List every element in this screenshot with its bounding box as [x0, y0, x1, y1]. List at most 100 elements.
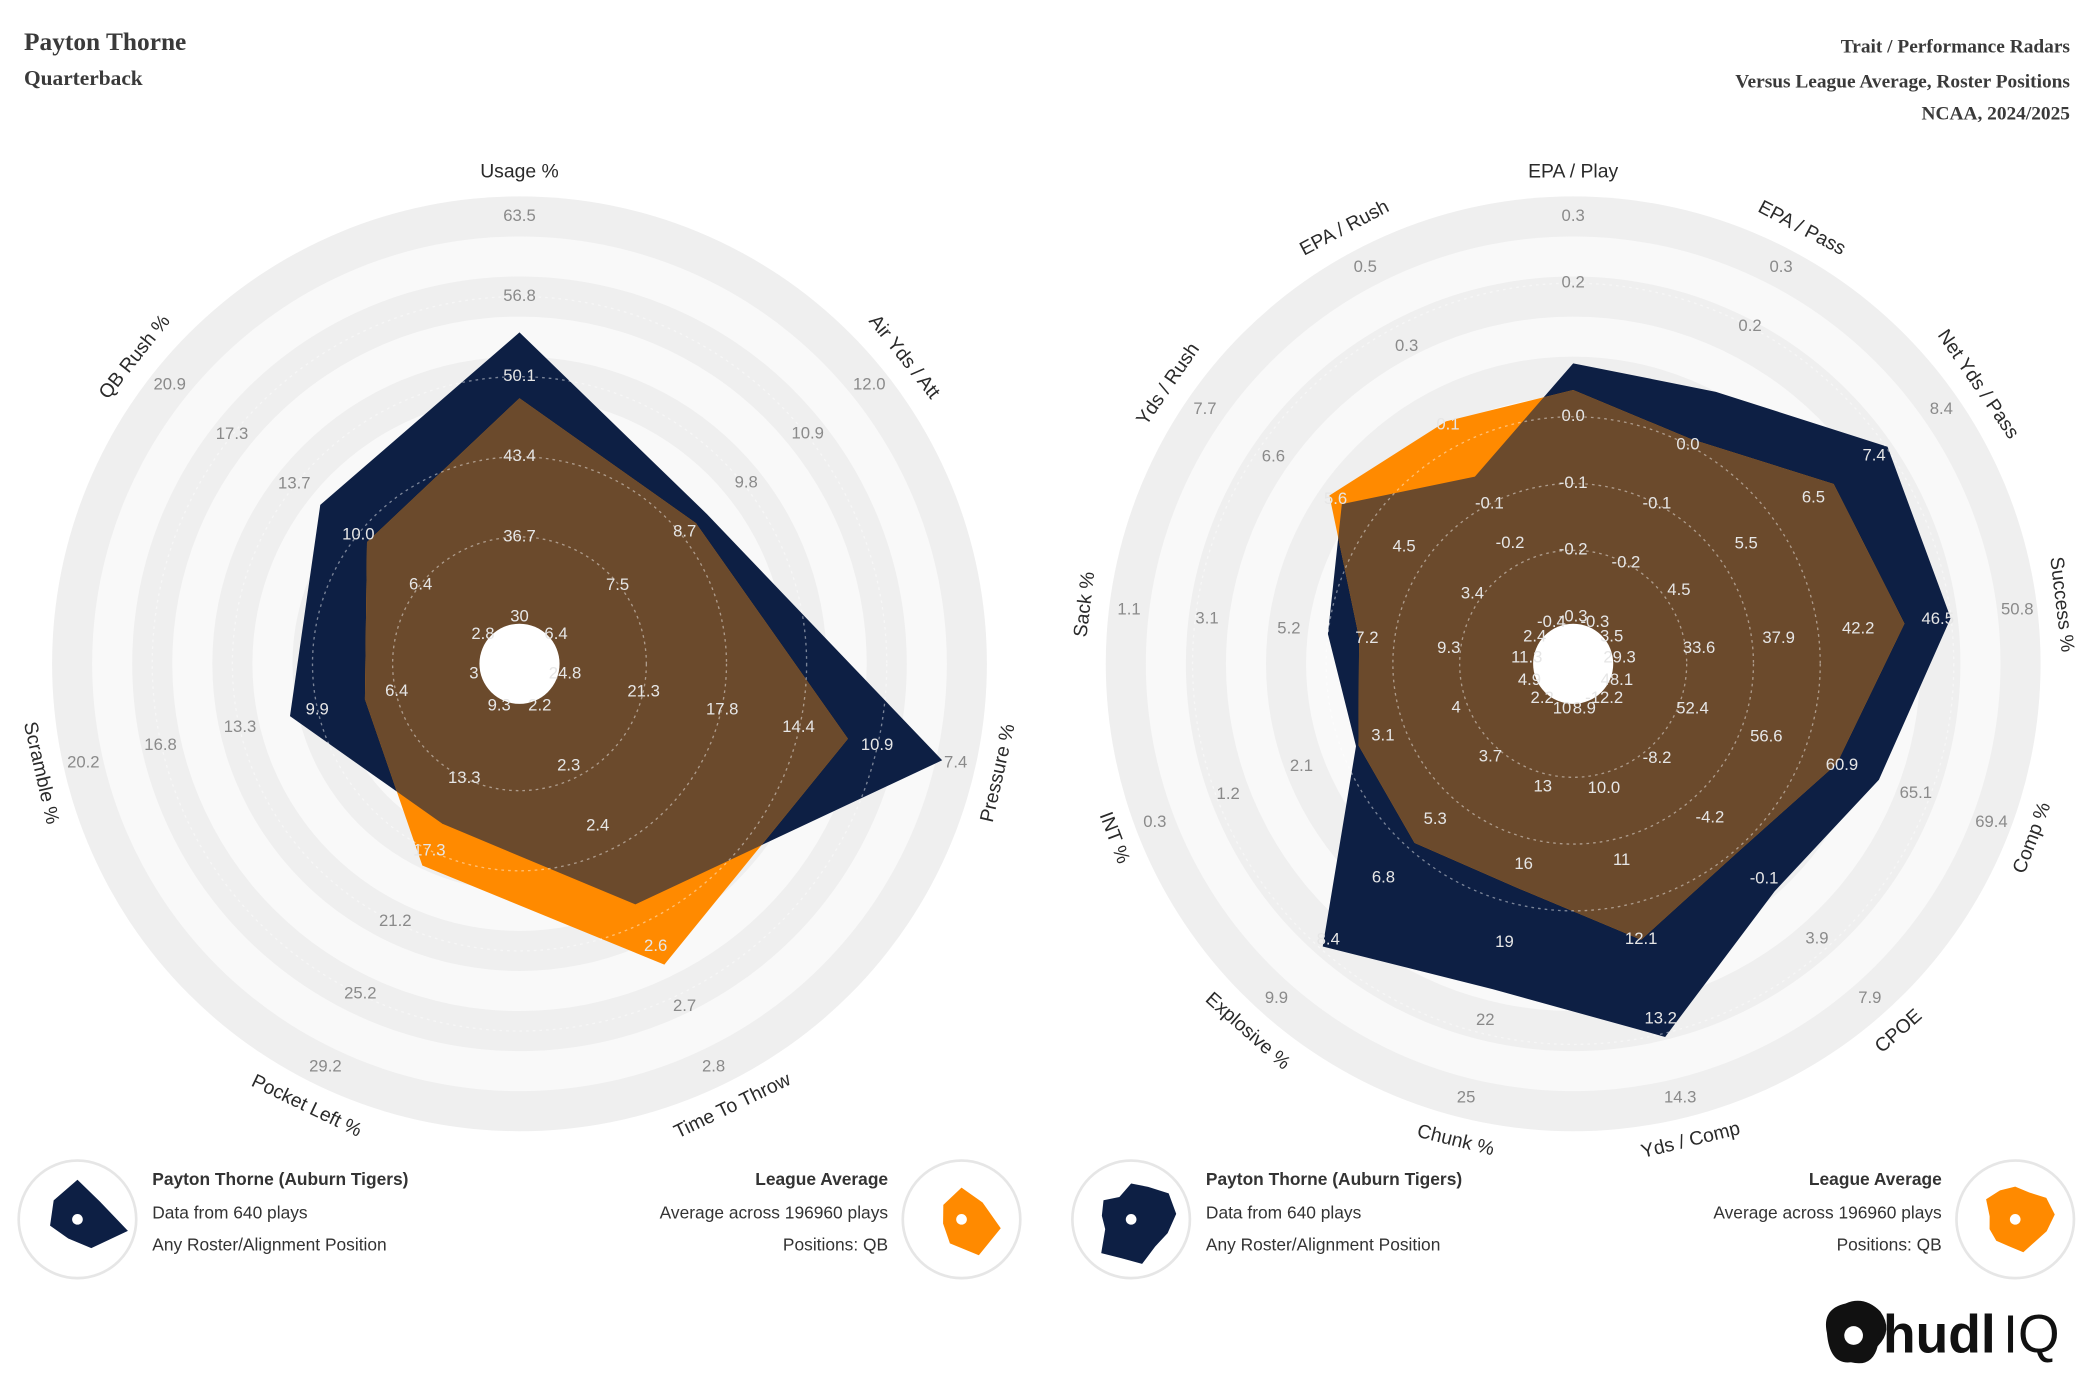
- axis-label: Yds / Comp: [1639, 1117, 1742, 1163]
- logo-suffix: IQ: [2003, 1305, 2059, 1364]
- axis-label: Chunk %: [1415, 1120, 1497, 1160]
- tick-label: 6.6: [1262, 446, 1285, 465]
- tick-label: 29.2: [309, 1056, 341, 1075]
- tick-label: 56.8: [503, 286, 535, 305]
- tick-label: -0.1: [1750, 869, 1779, 888]
- tick-label: -0.2: [1612, 553, 1641, 572]
- tick-label: 25: [1457, 1088, 1476, 1107]
- tick-label: 7.5: [606, 575, 629, 594]
- legend-detail: Positions: QB: [783, 1235, 888, 1255]
- tick-label: 2.8: [702, 1056, 725, 1075]
- axis-label: Sack %: [1070, 571, 1100, 639]
- logo: hudl IQ: [1825, 1300, 2060, 1364]
- tick-label: -8.2: [1643, 748, 1672, 767]
- legend-detail: Data from 640 plays: [1206, 1203, 1362, 1223]
- tick-label: 9.3: [488, 695, 511, 714]
- tick-label: 7.2: [1355, 628, 1378, 647]
- tick-label: 50.8: [2001, 599, 2033, 618]
- tick-label: 6.4: [409, 574, 432, 593]
- tick-label: 0.0: [1676, 434, 1699, 453]
- legend-title: League Average: [755, 1169, 888, 1189]
- tick-label: 48.1: [1601, 670, 1633, 689]
- tick-label: 3.4: [1461, 584, 1484, 603]
- tick-label: 1.1: [1117, 599, 1140, 618]
- tick-label: 7.4: [1862, 446, 1885, 465]
- tick-label: 2.3: [557, 755, 580, 774]
- tick-label: 0.0: [1562, 406, 1585, 425]
- tick-label: 6.4: [544, 624, 567, 643]
- tick-label: -0.1: [1559, 473, 1588, 492]
- tick-label: 6.8: [1372, 867, 1395, 886]
- tick-label: -0.3: [1559, 606, 1588, 625]
- legend-icon-dot: [956, 1214, 967, 1225]
- tick-label: 33.6: [1683, 638, 1715, 657]
- grid-ring: [231, 375, 808, 952]
- axis-label: Scramble %: [19, 720, 64, 827]
- tick-label: 17.3: [413, 840, 445, 859]
- axis-label: Usage %: [480, 160, 559, 182]
- tick-label: 0.5: [1354, 257, 1377, 276]
- report-title: Trait / Performance Radars: [1841, 37, 2071, 58]
- tick-label: 8.7: [673, 521, 696, 540]
- grid-ring: [1325, 416, 1821, 912]
- tick-label: -0.1: [1643, 494, 1672, 513]
- tick-label: 17.8: [706, 699, 738, 718]
- tick-label: 2.7: [673, 996, 696, 1015]
- legend-title: League Average: [1809, 1169, 1942, 1189]
- tick-label: 42.2: [1842, 619, 1874, 638]
- tick-label: 9.3: [1437, 638, 1460, 657]
- tick-label: 8.4: [1930, 399, 1953, 418]
- axis-label: Success %: [2045, 556, 2078, 654]
- tick-label: -12.2: [1585, 688, 1623, 707]
- report-subtitle: Versus League Average, Roster Positions: [1735, 71, 2070, 92]
- legend-icon-dot: [1125, 1214, 1137, 1225]
- tick-label: 5.2: [1277, 619, 1300, 638]
- tick-label: -0.2: [1559, 540, 1588, 559]
- tick-label: 5.6: [1324, 489, 1347, 508]
- grid-ring: [391, 536, 648, 792]
- center-hole: [479, 623, 560, 704]
- tick-label: 22: [1476, 1010, 1495, 1029]
- tick-label: 60.9: [1826, 755, 1858, 774]
- tick-label: 4: [1452, 698, 1461, 717]
- tick-label: 16: [1514, 854, 1533, 873]
- tick-label: 13: [1534, 776, 1553, 795]
- tick-label: 3.7: [1479, 747, 1502, 766]
- tick-label: 12.1: [1625, 929, 1657, 948]
- grid-ring: [1392, 482, 1755, 845]
- tick-label: 2.8: [471, 624, 494, 643]
- legend-detail: Data from 640 plays: [152, 1203, 308, 1223]
- tick-label: 21.2: [379, 911, 411, 930]
- tick-label: 0.3: [1143, 812, 1166, 831]
- tick-label: 10.0: [1588, 778, 1620, 797]
- legend-swatch: [1101, 1183, 1177, 1264]
- tick-label: 65.1: [1900, 783, 1932, 802]
- report-season: NCAA, 2024/2025: [1922, 103, 2070, 124]
- player-position: Quarterback: [24, 66, 143, 90]
- tick-label: 21.3: [627, 682, 659, 701]
- tick-label: 10: [1553, 699, 1572, 718]
- tick-label: 9.9: [1265, 988, 1288, 1007]
- tick-label: 30: [510, 606, 529, 625]
- tick-label: 0.2: [1562, 273, 1585, 292]
- tick-label: 24.8: [549, 664, 581, 683]
- series-overlap: [364, 398, 848, 905]
- tick-label: 0.2: [1738, 316, 1761, 335]
- tick-label: 50.1: [503, 366, 535, 385]
- tick-label: 10.9: [861, 735, 893, 754]
- tick-label: 5.3: [1424, 809, 1447, 828]
- tick-label: 11.3: [1511, 648, 1542, 667]
- tick-label: 3: [469, 664, 478, 683]
- tick-label: 2.2: [528, 695, 551, 714]
- tick-label: 2.1: [1290, 756, 1313, 775]
- tick-label: 16.8: [144, 735, 176, 754]
- tick-label: 3.1: [1195, 609, 1218, 628]
- tick-label: 63.5: [503, 206, 535, 225]
- legend-icon-dot: [72, 1214, 83, 1225]
- tick-label: -0.1: [1475, 494, 1504, 513]
- grid-ring: [1458, 549, 1688, 778]
- tick-label: 20.2: [67, 753, 99, 772]
- tick-label: 2.2: [1531, 688, 1554, 707]
- series-overlap: [1329, 390, 1905, 940]
